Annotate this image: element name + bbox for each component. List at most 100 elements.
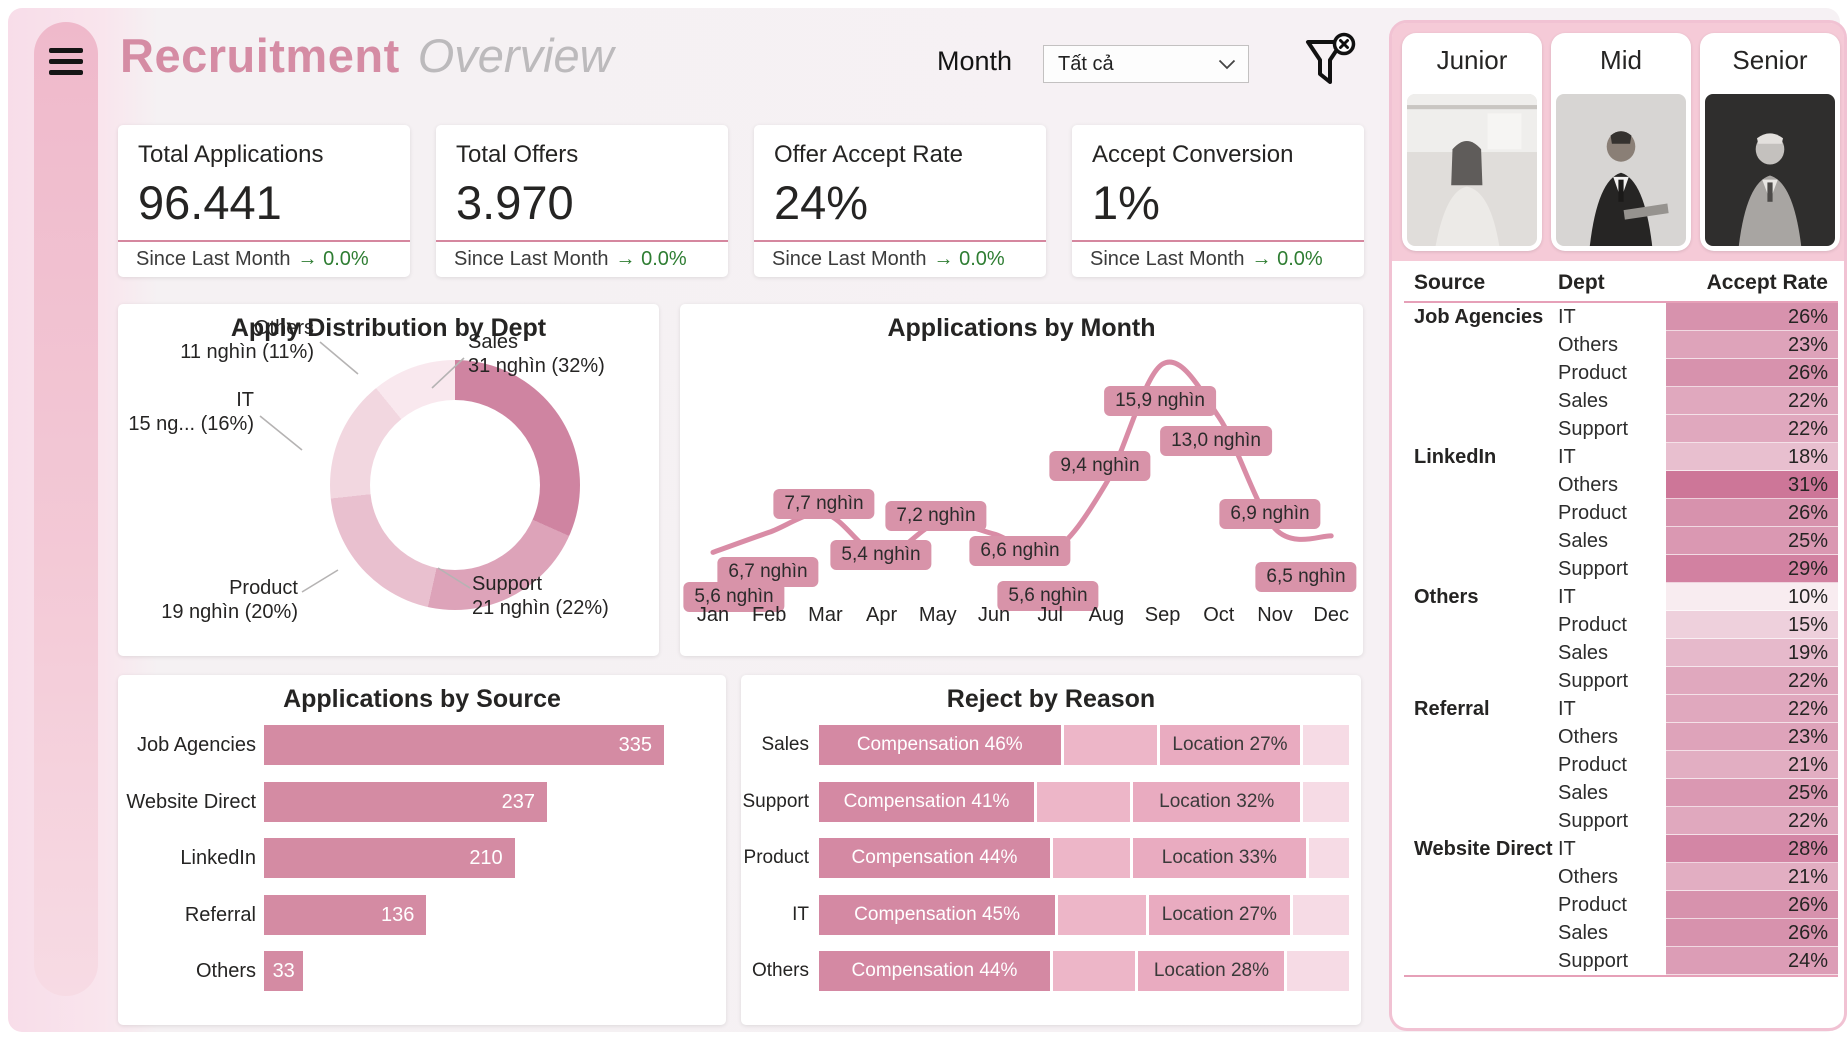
page-title: Recruitment Overview xyxy=(120,28,614,83)
cell-dept: IT xyxy=(1558,838,1576,860)
reject-segment-compensation[interactable]: Compensation 45% xyxy=(819,894,1056,935)
table-row[interactable]: Support 22% xyxy=(1404,667,1838,695)
line-point-label-jun[interactable]: 6,6 nghìn xyxy=(969,536,1071,566)
source-bar-chart-card[interactable]: Applications by Source Job Agencies 335 We… xyxy=(118,675,726,1025)
cell-source: Job Agencies xyxy=(1414,306,1544,328)
kpi-delta-value: → 0.0% xyxy=(933,248,1005,270)
table-row[interactable]: Sales 25% xyxy=(1404,779,1838,807)
kpi-card-4[interactable]: Accept Conversion 1% Since Last Month → 0.0… xyxy=(1072,125,1364,277)
table-row[interactable]: Product 26% xyxy=(1404,359,1838,387)
line-point-label-feb[interactable]: 6,7 nghìn xyxy=(717,557,819,587)
donut-label-others: Others 11 nghìn (11%) xyxy=(180,316,314,364)
reject-segment-compensation[interactable]: Compensation 46% xyxy=(819,725,1061,765)
table-row[interactable]: Others 31% xyxy=(1404,471,1838,499)
line-point-label-dec[interactable]: 6,5 nghìn xyxy=(1255,562,1357,592)
reject-segment[interactable] xyxy=(1303,725,1349,765)
reject-segment[interactable] xyxy=(1308,838,1349,878)
reject-segment[interactable] xyxy=(1287,951,1349,991)
kpi-delta-prefix: Since Last Month xyxy=(772,248,927,270)
cell-accept-rate: 22% xyxy=(1666,415,1838,443)
reject-segment-location[interactable]: Location 28% xyxy=(1138,951,1285,991)
table-row[interactable]: Referral IT 22% xyxy=(1404,695,1838,723)
cell-dept: Others xyxy=(1558,726,1619,748)
table-row[interactable]: Sales 22% xyxy=(1404,387,1838,415)
source-bar[interactable]: 210 xyxy=(264,838,515,878)
reject-segment-location[interactable]: Location 27% xyxy=(1159,725,1301,765)
table-row[interactable]: Others 23% xyxy=(1404,723,1838,751)
table-row[interactable]: Product 26% xyxy=(1404,891,1838,919)
line-point-label-sep[interactable]: 15,9 nghìn xyxy=(1104,386,1216,416)
filter-clear-icon[interactable] xyxy=(1300,32,1358,92)
table-row[interactable]: Sales 26% xyxy=(1404,919,1838,947)
junior-photo xyxy=(1407,94,1537,246)
table-row[interactable]: Others IT 10% xyxy=(1404,583,1838,611)
table-row[interactable]: Job Agencies IT 26% xyxy=(1404,303,1838,331)
line-point-label-oct[interactable]: 13,0 nghìn xyxy=(1160,426,1272,456)
reject-segment[interactable] xyxy=(1292,894,1349,935)
table-row[interactable]: Website Direct IT 28% xyxy=(1404,835,1838,863)
line-point-label-may[interactable]: 7,2 nghìn xyxy=(885,501,987,531)
table-row[interactable]: Sales 25% xyxy=(1404,527,1838,555)
table-row[interactable]: Product 21% xyxy=(1404,751,1838,779)
reject-segment[interactable] xyxy=(1052,951,1136,991)
table-row[interactable]: Product 15% xyxy=(1404,611,1838,639)
source-bar[interactable]: 136 xyxy=(264,894,427,935)
reject-segment[interactable] xyxy=(1063,725,1157,765)
cell-dept: Others xyxy=(1558,474,1619,496)
donut-label-product: Product 19 nghìn (20%) xyxy=(161,576,298,624)
cell-accept-rate: 26% xyxy=(1666,919,1838,947)
table-row[interactable]: Others 21% xyxy=(1404,863,1838,891)
hamburger-menu-icon[interactable] xyxy=(49,48,83,76)
reject-segment[interactable] xyxy=(1058,894,1146,935)
level-tab-senior[interactable]: Senior xyxy=(1700,33,1840,251)
kpi-card-3[interactable]: Offer Accept Rate 24% Since Last Month → 0.… xyxy=(754,125,1046,277)
line-point-label-nov[interactable]: 6,9 nghìn xyxy=(1219,499,1321,529)
line-point-label-jul[interactable]: 5,6 nghìn xyxy=(997,581,1099,611)
reject-segment-compensation[interactable]: Compensation 44% xyxy=(819,838,1050,878)
cell-dept: Product xyxy=(1558,502,1627,524)
cell-dept: Others xyxy=(1558,866,1619,888)
source-bar-value: 237 xyxy=(501,790,535,813)
table-row[interactable]: Support 24% xyxy=(1404,947,1838,975)
reject-segment-compensation[interactable]: Compensation 44% xyxy=(819,951,1050,991)
source-bar[interactable]: 33 xyxy=(264,951,304,991)
cell-source xyxy=(1404,807,1558,835)
reject-segment-location[interactable]: Location 32% xyxy=(1133,781,1301,822)
reject-segment-location[interactable]: Location 33% xyxy=(1133,838,1306,878)
table-row[interactable]: Product 26% xyxy=(1404,499,1838,527)
reject-segment[interactable] xyxy=(1052,838,1131,878)
reject-segment-compensation[interactable]: Compensation 41% xyxy=(819,781,1034,822)
x-axis-tick-dec: Dec xyxy=(1313,604,1349,626)
cell-dept: IT xyxy=(1558,698,1576,720)
kpi-card-2[interactable]: Total Offers 3.970 Since Last Month → 0.0% xyxy=(436,125,728,277)
table-row[interactable]: Support 29% xyxy=(1404,555,1838,583)
source-bar[interactable]: 335 xyxy=(264,725,664,765)
table-row[interactable]: Others 23% xyxy=(1404,331,1838,359)
x-axis-tick-feb: Feb xyxy=(751,604,787,626)
table-row[interactable]: Support 22% xyxy=(1404,415,1838,443)
line-point-label-mar[interactable]: 7,7 nghìn xyxy=(773,489,875,519)
level-tab-mid[interactable]: Mid xyxy=(1551,33,1691,251)
reject-segment[interactable] xyxy=(1303,781,1349,822)
level-tab-junior[interactable]: Junior xyxy=(1402,33,1542,251)
line-point-label-aug[interactable]: 9,4 nghìn xyxy=(1049,451,1151,481)
kpi-delta-prefix: Since Last Month xyxy=(1090,248,1245,270)
donut-label-name: Sales xyxy=(468,331,519,353)
cell-dept: Support xyxy=(1558,670,1629,692)
reject-segment[interactable] xyxy=(1037,781,1131,822)
table-row[interactable]: Support 22% xyxy=(1404,807,1838,835)
x-axis-tick-mar: Mar xyxy=(808,604,843,626)
table-row[interactable]: Sales 19% xyxy=(1404,639,1838,667)
kpi-delta-value: → 0.0% xyxy=(1251,248,1323,270)
month-filter-dropdown[interactable]: Tất cả xyxy=(1043,45,1249,83)
line-chart-card[interactable]: Applications by Month 5,6 nghìn 6,7 nghìn… xyxy=(680,304,1363,656)
line-point-label-jan[interactable]: 5,6 nghìn xyxy=(683,582,785,612)
table-row[interactable]: LinkedIn IT 18% xyxy=(1404,443,1838,471)
kpi-card-1[interactable]: Total Applications 96.441 Since Last Month… xyxy=(118,125,410,277)
donut-chart-card[interactable]: Apply Distribution by Dept Sales 31 nghìn… xyxy=(118,304,659,656)
reject-segment-location[interactable]: Location 27% xyxy=(1148,894,1290,935)
reject-stacked-chart-card[interactable]: Reject by Reason Sales Compensation 46% Lo… xyxy=(741,675,1361,1025)
source-bar-row: Website Direct 237 xyxy=(118,781,718,822)
source-bar[interactable]: 237 xyxy=(264,781,547,822)
line-point-label-apr[interactable]: 5,4 nghìn xyxy=(830,540,932,570)
